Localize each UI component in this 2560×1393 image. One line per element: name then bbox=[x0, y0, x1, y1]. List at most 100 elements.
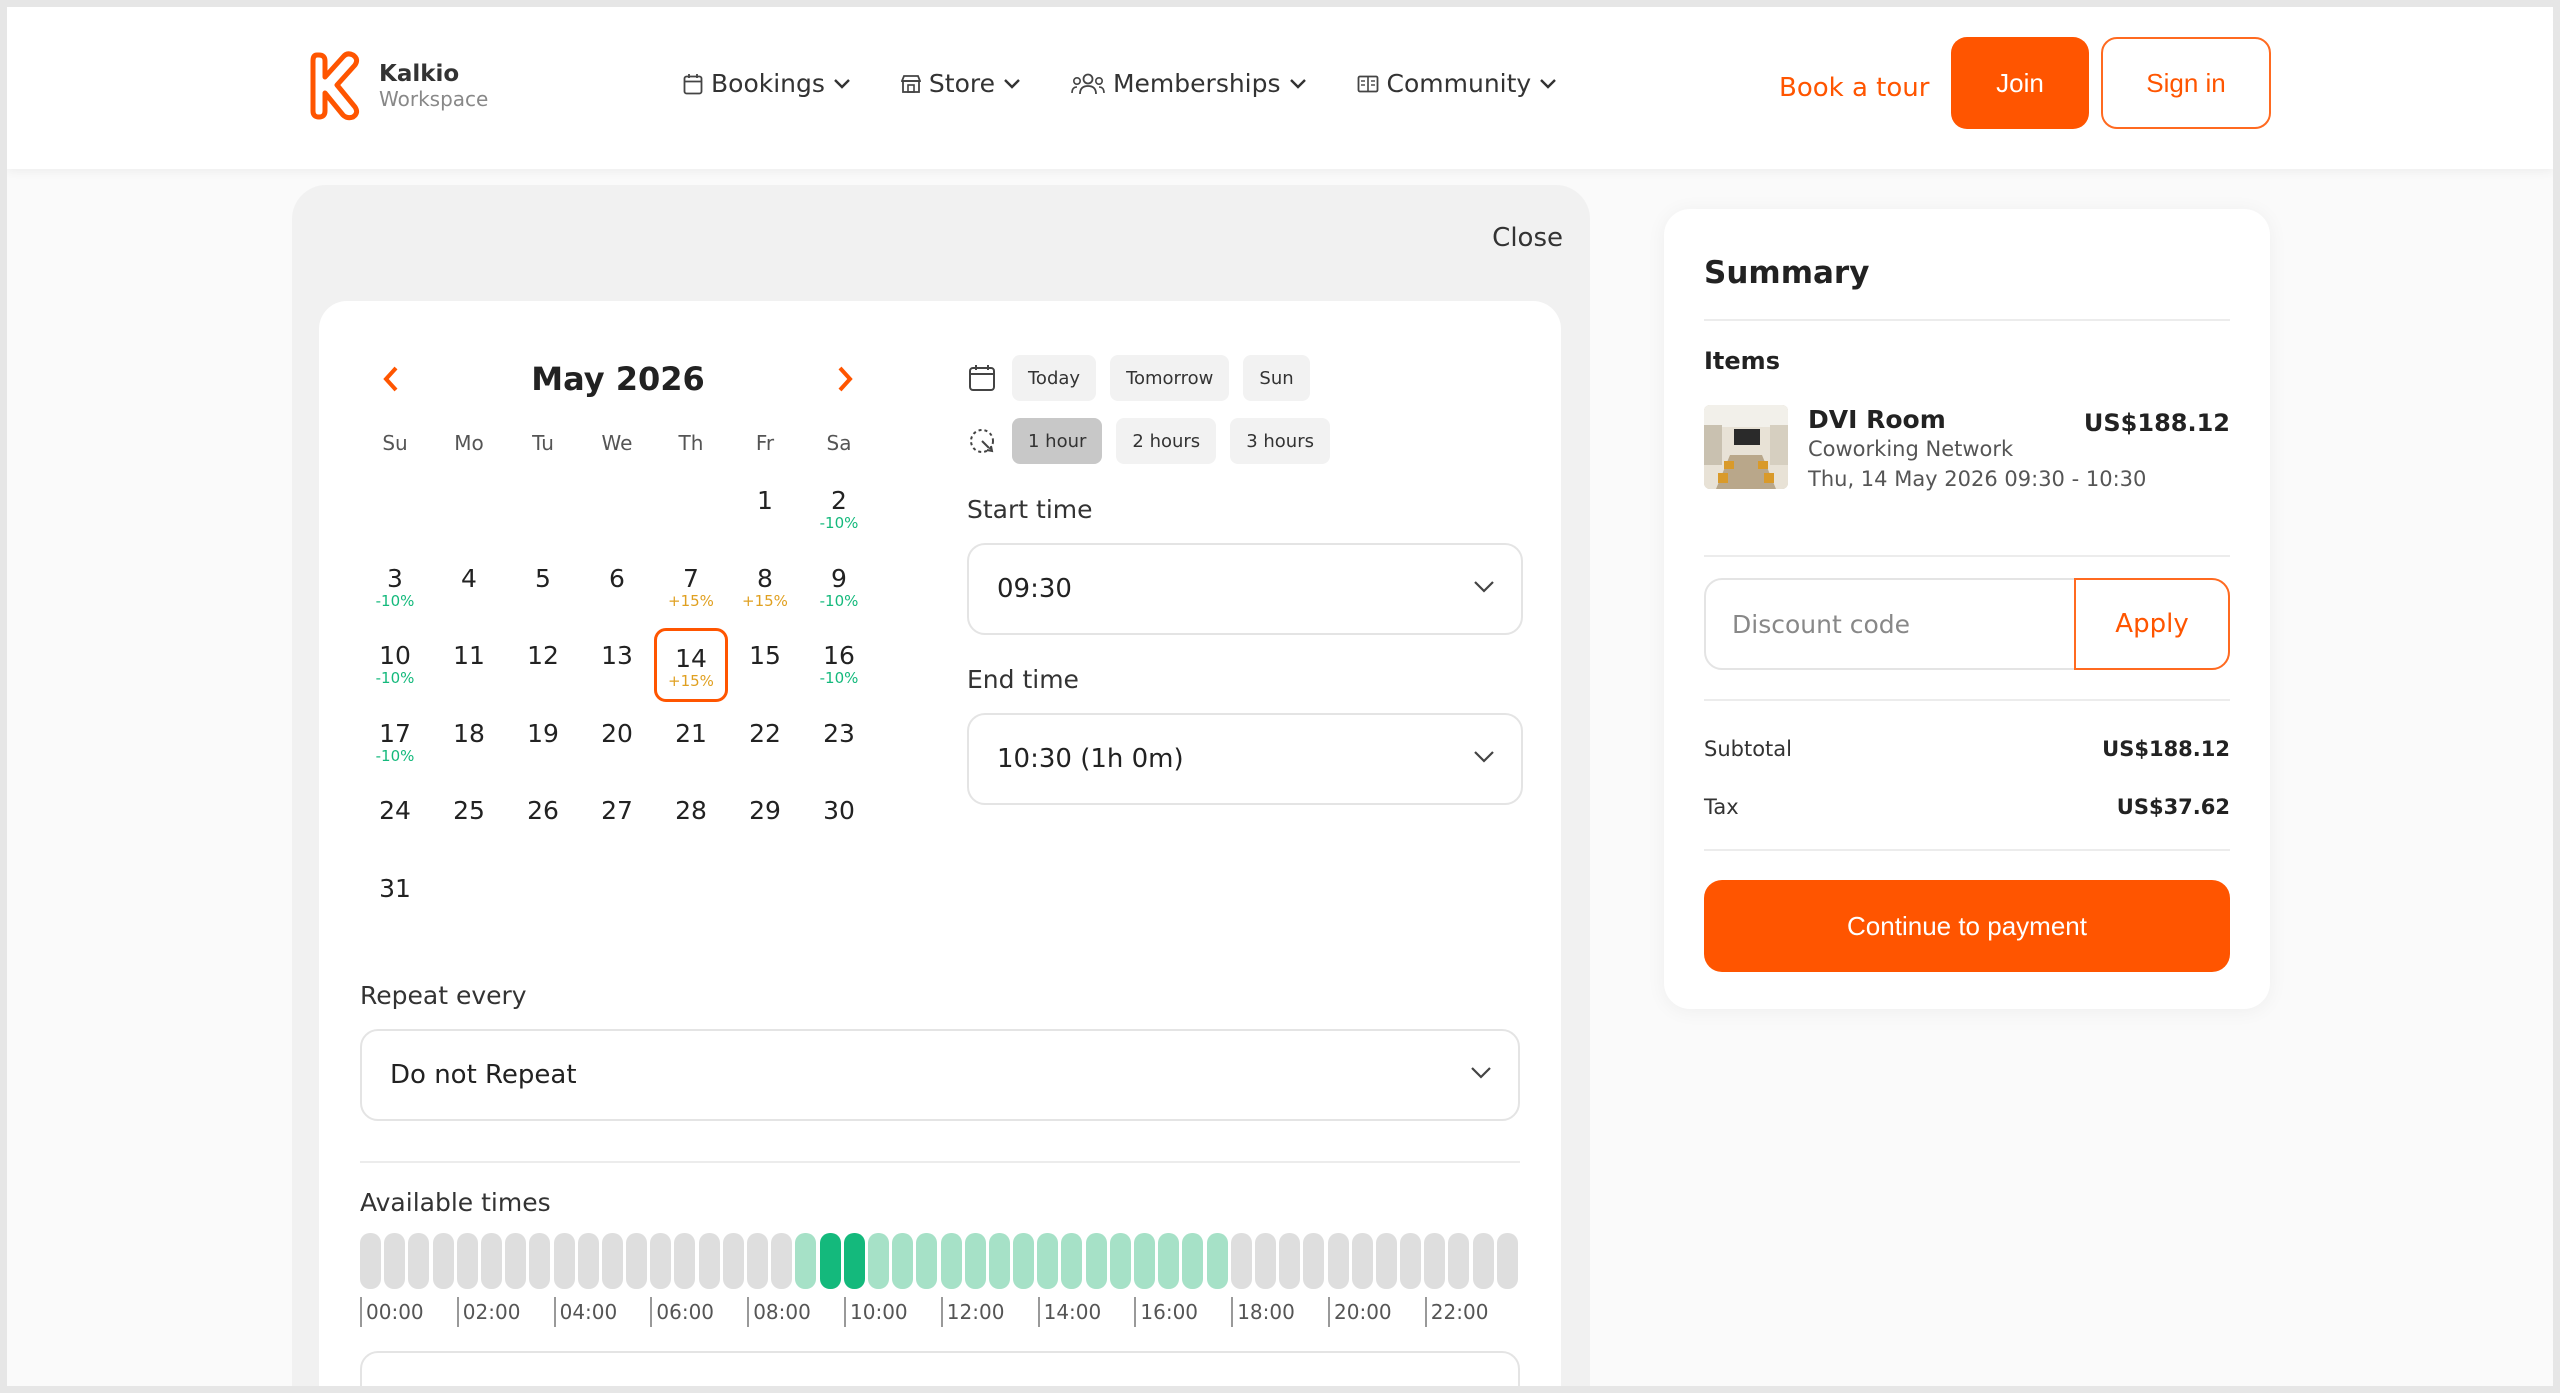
calendar-day[interactable]: 8 +15% bbox=[728, 551, 802, 625]
calendar-day[interactable]: 30 bbox=[802, 783, 876, 857]
apply-button[interactable]: Apply bbox=[2074, 578, 2230, 670]
previous-month-button[interactable] bbox=[371, 359, 411, 399]
time-slot[interactable] bbox=[892, 1233, 914, 1289]
brand-logo[interactable]: Kalkio Workspace bbox=[309, 49, 488, 123]
calendar-day[interactable]: 24 bbox=[358, 783, 432, 857]
calendar-day[interactable]: 11 bbox=[432, 628, 506, 702]
time-slot[interactable] bbox=[1206, 1233, 1228, 1289]
time-slot[interactable] bbox=[964, 1233, 986, 1289]
time-slot[interactable] bbox=[529, 1233, 551, 1289]
calendar-day[interactable]: 13 bbox=[580, 628, 654, 702]
sunday-chip[interactable]: Sun bbox=[1243, 355, 1310, 401]
nav-community[interactable]: Community bbox=[1357, 69, 1558, 98]
time-slot[interactable] bbox=[360, 1233, 381, 1289]
time-slot[interactable] bbox=[650, 1233, 672, 1289]
calendar-day[interactable]: 19 bbox=[506, 706, 580, 780]
repeat-select[interactable]: Do not Repeat bbox=[360, 1029, 1520, 1121]
calendar-day[interactable]: 23 bbox=[802, 706, 876, 780]
time-slot[interactable] bbox=[1182, 1233, 1204, 1289]
calendar-day[interactable]: 12 bbox=[506, 628, 580, 702]
calendar-day[interactable]: 22 bbox=[728, 706, 802, 780]
time-slot[interactable] bbox=[1375, 1233, 1397, 1289]
time-slot[interactable] bbox=[1254, 1233, 1276, 1289]
duration-2-hours-chip[interactable]: 2 hours bbox=[1116, 418, 1217, 464]
time-slot[interactable] bbox=[432, 1233, 454, 1289]
time-slot[interactable] bbox=[384, 1233, 406, 1289]
calendar-day[interactable]: 25 bbox=[432, 783, 506, 857]
join-button[interactable]: Join bbox=[1951, 37, 2089, 129]
time-slot[interactable] bbox=[1061, 1233, 1083, 1289]
calendar-day[interactable]: 18 bbox=[432, 706, 506, 780]
time-slot[interactable] bbox=[747, 1233, 768, 1289]
time-slot[interactable] bbox=[1327, 1233, 1349, 1289]
time-slot[interactable] bbox=[1085, 1233, 1107, 1289]
time-slot[interactable] bbox=[1109, 1233, 1131, 1289]
time-slot[interactable] bbox=[1279, 1233, 1301, 1289]
calendar-day[interactable]: 27 bbox=[580, 783, 654, 857]
time-slot[interactable] bbox=[819, 1233, 841, 1289]
time-slot[interactable] bbox=[698, 1233, 720, 1289]
time-slot[interactable] bbox=[1134, 1233, 1155, 1289]
calendar-day[interactable]: 21 bbox=[654, 706, 728, 780]
calendar-day[interactable]: 9 -10% bbox=[802, 551, 876, 625]
start-time-select[interactable]: 09:30 bbox=[967, 543, 1523, 635]
close-button[interactable]: Close bbox=[1492, 223, 1563, 253]
time-slot[interactable] bbox=[916, 1233, 938, 1289]
calendar-day[interactable]: 26 bbox=[506, 783, 580, 857]
time-slot[interactable] bbox=[1424, 1233, 1446, 1289]
time-slot[interactable] bbox=[626, 1233, 648, 1289]
today-chip[interactable]: Today bbox=[1012, 355, 1097, 401]
nav-store[interactable]: Store bbox=[900, 69, 1021, 98]
time-slot[interactable] bbox=[1303, 1233, 1325, 1289]
duration-3-hours-chip[interactable]: 3 hours bbox=[1230, 418, 1330, 464]
calendar-day[interactable]: 5 bbox=[506, 551, 580, 625]
calendar-day[interactable]: 4 bbox=[432, 551, 506, 625]
time-slot[interactable] bbox=[1230, 1233, 1252, 1289]
book-tour-link[interactable]: Book a tour bbox=[1779, 73, 1930, 103]
nav-bookings[interactable]: Bookings bbox=[683, 69, 851, 98]
time-slot[interactable] bbox=[722, 1233, 744, 1289]
time-slot[interactable] bbox=[1400, 1233, 1422, 1289]
time-slot[interactable] bbox=[988, 1233, 1010, 1289]
time-slot[interactable] bbox=[940, 1233, 962, 1289]
time-slot[interactable] bbox=[577, 1233, 599, 1289]
time-slot[interactable] bbox=[771, 1233, 793, 1289]
calendar-day[interactable]: 16 -10% bbox=[802, 628, 876, 702]
end-time-select[interactable]: 10:30 (1h 0m) bbox=[967, 713, 1523, 805]
time-slot[interactable] bbox=[795, 1233, 817, 1289]
next-month-button[interactable] bbox=[825, 359, 865, 399]
discount-code-input[interactable] bbox=[1732, 602, 2052, 646]
time-slot[interactable] bbox=[1013, 1233, 1035, 1289]
time-slot[interactable] bbox=[1496, 1233, 1518, 1289]
calendar-day[interactable]: 1 bbox=[728, 473, 802, 547]
calendar-day[interactable]: 29 bbox=[728, 783, 802, 857]
calendar-day[interactable]: 10 -10% bbox=[358, 628, 432, 702]
sign-in-button[interactable]: Sign in bbox=[2101, 37, 2271, 129]
calendar-day[interactable]: 20 bbox=[580, 706, 654, 780]
time-slot[interactable] bbox=[1037, 1233, 1059, 1289]
time-slot[interactable] bbox=[553, 1233, 575, 1289]
time-slot[interactable] bbox=[408, 1233, 430, 1289]
time-slot[interactable] bbox=[1472, 1233, 1494, 1289]
time-slot[interactable] bbox=[505, 1233, 527, 1289]
selected-range-field[interactable] bbox=[360, 1351, 1520, 1386]
time-slot[interactable] bbox=[1448, 1233, 1470, 1289]
time-slot[interactable] bbox=[1158, 1233, 1180, 1289]
time-slot[interactable] bbox=[867, 1233, 889, 1289]
duration-1-hour-chip[interactable]: 1 hour bbox=[1012, 418, 1103, 464]
calendar-day[interactable]: 31 bbox=[358, 861, 432, 935]
calendar-day[interactable]: 17 -10% bbox=[358, 706, 432, 780]
time-slot[interactable] bbox=[843, 1233, 865, 1289]
time-slot[interactable] bbox=[480, 1233, 502, 1289]
tomorrow-chip[interactable]: Tomorrow bbox=[1110, 355, 1230, 401]
time-slot[interactable] bbox=[1351, 1233, 1373, 1289]
time-slot[interactable] bbox=[674, 1233, 696, 1289]
calendar-day-selected[interactable]: 14 +15% bbox=[654, 628, 728, 702]
time-slot[interactable] bbox=[456, 1233, 478, 1289]
continue-to-payment-button[interactable]: Continue to payment bbox=[1704, 880, 2230, 972]
calendar-day[interactable]: 7 +15% bbox=[654, 551, 728, 625]
calendar-day[interactable]: 28 bbox=[654, 783, 728, 857]
calendar-day[interactable]: 3 -10% bbox=[358, 551, 432, 625]
calendar-day[interactable]: 15 bbox=[728, 628, 802, 702]
time-slot[interactable] bbox=[601, 1233, 623, 1289]
